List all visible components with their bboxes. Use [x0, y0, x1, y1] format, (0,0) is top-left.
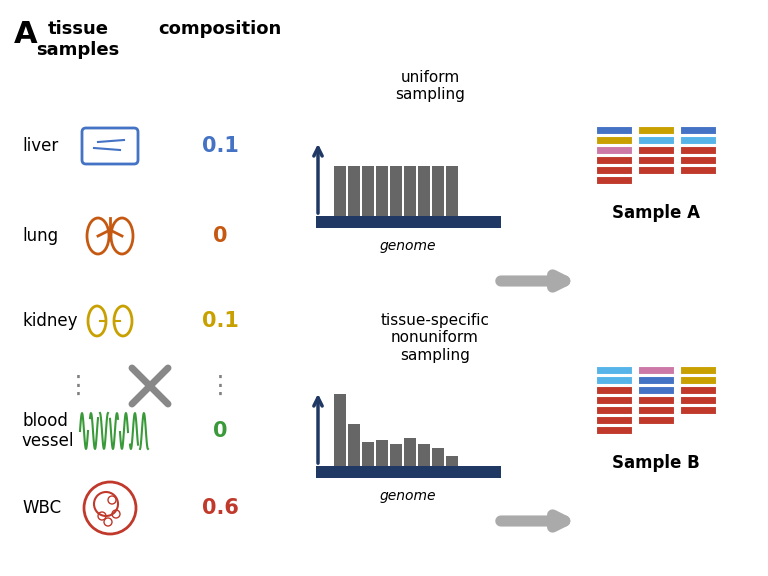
Text: 0: 0 — [213, 421, 227, 441]
Bar — [404, 438, 416, 466]
Text: genome: genome — [379, 239, 436, 253]
Bar — [596, 166, 632, 174]
Bar — [348, 424, 360, 466]
Bar — [316, 216, 501, 228]
Text: blood
vessel: blood vessel — [22, 412, 74, 450]
Bar — [418, 444, 430, 466]
Bar — [376, 166, 388, 216]
Bar — [596, 376, 632, 384]
Bar — [596, 386, 632, 394]
Bar — [596, 366, 632, 374]
Text: ⋮: ⋮ — [207, 374, 233, 398]
Bar — [638, 376, 674, 384]
Bar — [638, 146, 674, 154]
Text: genome: genome — [379, 489, 436, 503]
Bar — [596, 156, 632, 164]
Bar — [376, 440, 388, 466]
Bar — [432, 166, 444, 216]
Bar — [680, 146, 716, 154]
Bar — [348, 166, 360, 216]
Bar — [390, 166, 402, 216]
Bar — [638, 386, 674, 394]
Bar — [638, 396, 674, 404]
Bar — [390, 444, 402, 466]
Bar — [596, 176, 632, 184]
Bar — [638, 366, 674, 374]
Bar — [432, 448, 444, 466]
Text: liver: liver — [22, 137, 58, 155]
Text: A: A — [14, 20, 38, 49]
Bar — [596, 416, 632, 424]
Bar — [446, 456, 458, 466]
Bar — [334, 166, 346, 216]
Text: uniform
sampling: uniform sampling — [395, 70, 465, 102]
Bar — [316, 466, 501, 478]
Text: tissue-specific
nonuniform
sampling: tissue-specific nonuniform sampling — [380, 313, 489, 363]
Bar — [446, 166, 458, 216]
Bar — [680, 156, 716, 164]
Bar — [680, 126, 716, 134]
Bar — [638, 126, 674, 134]
Bar — [638, 136, 674, 144]
Bar — [680, 136, 716, 144]
Bar — [680, 386, 716, 394]
Bar — [638, 166, 674, 174]
Bar — [680, 406, 716, 414]
Bar — [596, 136, 632, 144]
Text: lung: lung — [22, 227, 58, 245]
Bar — [596, 406, 632, 414]
Text: tissue
samples: tissue samples — [36, 20, 120, 59]
Bar — [680, 376, 716, 384]
Text: composition: composition — [158, 20, 282, 38]
Bar — [596, 146, 632, 154]
Bar — [638, 406, 674, 414]
Text: 0.1: 0.1 — [201, 311, 238, 331]
Text: Sample B: Sample B — [612, 454, 700, 472]
Bar — [596, 126, 632, 134]
Bar — [638, 156, 674, 164]
Bar — [638, 416, 674, 424]
Text: ⋮: ⋮ — [65, 374, 91, 398]
Bar — [596, 396, 632, 404]
Bar — [334, 394, 346, 466]
Bar — [362, 442, 374, 466]
Text: kidney: kidney — [22, 312, 78, 330]
Text: WBC: WBC — [22, 499, 61, 517]
Text: Sample A: Sample A — [612, 204, 700, 222]
Text: 0.1: 0.1 — [201, 136, 238, 156]
Bar — [680, 166, 716, 174]
Bar — [404, 166, 416, 216]
Bar — [680, 396, 716, 404]
Text: 0: 0 — [213, 226, 227, 246]
Bar — [362, 166, 374, 216]
Bar — [680, 366, 716, 374]
Text: 0.6: 0.6 — [201, 498, 238, 518]
Bar — [596, 426, 632, 434]
Bar — [418, 166, 430, 216]
